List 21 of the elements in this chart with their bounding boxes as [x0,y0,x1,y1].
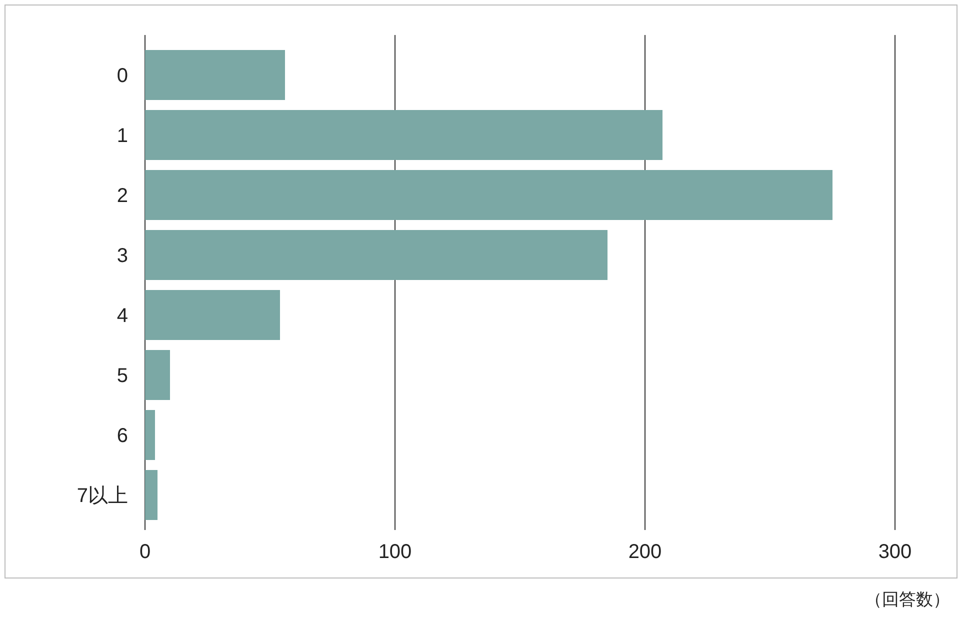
y-tick-label: 0 [116,65,128,87]
text: （回答数） [865,590,950,609]
x-tick-label: 300 [878,541,912,563]
x-tick-label: 0 [139,541,151,563]
bar [145,230,608,280]
y-tick-label: 3 [116,245,128,267]
x-tick-label: 200 [628,541,662,563]
bar [145,290,280,340]
y-tick-label: 2 [116,185,128,207]
x-tick-label: 100 [378,541,412,563]
bar [145,350,170,400]
y-tick-label: 7以上 [76,485,128,507]
y-tick-label: 5 [116,365,128,387]
bar [145,410,155,460]
bar [145,50,285,100]
bar [145,170,832,220]
y-tick-label: 6 [116,425,128,447]
bar [145,470,158,520]
y-tick-label: 4 [116,305,128,327]
y-tick-label: 1 [116,125,128,147]
bar [145,110,662,160]
